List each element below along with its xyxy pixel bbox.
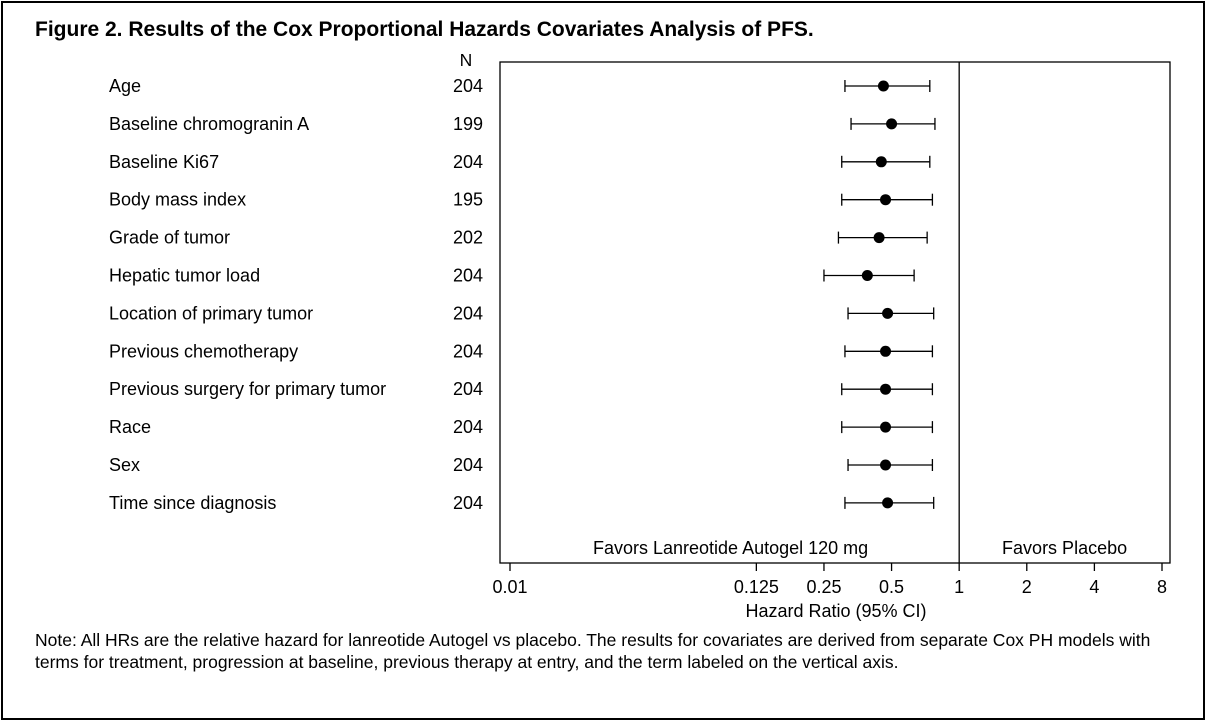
x-tick-label: 1 [954,577,964,597]
figure-title: Figure 2. Results of the Cox Proportiona… [35,18,814,41]
row-label: Previous surgery for primary tumor [109,379,386,399]
row-n: 204 [453,455,483,475]
x-axis-label: Hazard Ratio (95% CI) [745,601,926,621]
x-tick-label: 0.25 [806,577,841,597]
row-label: Grade of tumor [109,228,230,248]
hr-point [880,421,892,433]
plot-area [499,61,1171,564]
row-label: Time since diagnosis [109,493,276,513]
x-tick-label: 0.01 [492,577,527,597]
x-tick-label: 0.5 [879,577,904,597]
x-tick-label: 2 [1022,577,1032,597]
row-label: Location of primary tumor [109,303,313,323]
hr-point [880,459,892,471]
row-label: Baseline Ki67 [109,152,219,172]
row-n: 204 [453,266,483,286]
hr-point [882,307,894,319]
row-label: Race [109,417,151,437]
row-n: 202 [453,228,483,248]
row-n: 195 [453,190,483,210]
hr-point [880,345,892,357]
hr-point [886,118,898,130]
row-n: 204 [453,152,483,172]
row-n: 204 [453,379,483,399]
forest-plot: N Age 204 Baseline chromogranin A 199 Baselin… [109,50,1171,621]
row-label: Previous chemotherapy [109,341,298,361]
row-n: 204 [453,76,483,96]
hr-point [873,232,885,244]
n-header: N [460,50,473,70]
hr-point [880,194,892,206]
favors-left-label: Favors Lanreotide Autogel 120 mg [593,538,868,558]
x-tick-label: 0.125 [734,577,779,597]
row-label: Age [109,76,141,96]
row-label: Baseline chromogranin A [109,114,309,134]
hr-point [880,383,892,395]
row-n: 204 [453,341,483,361]
hr-point [861,270,873,281]
row-label: Body mass index [109,190,246,210]
hr-point [877,80,889,92]
row-label: Hepatic tumor load [109,266,260,286]
favors-right-label: Favors Placebo [1002,538,1127,558]
x-tick-label: 4 [1089,577,1099,597]
row-n: 204 [453,417,483,437]
row-n: 204 [453,493,483,513]
row-n: 204 [453,303,483,323]
x-tick-label: 8 [1157,577,1167,597]
hr-point [875,156,887,168]
hr-point [882,497,894,509]
figure-note: Note: All HRs are the relative hazard fo… [35,630,1151,672]
row-label: Sex [109,455,140,475]
row-n: 199 [453,114,483,134]
